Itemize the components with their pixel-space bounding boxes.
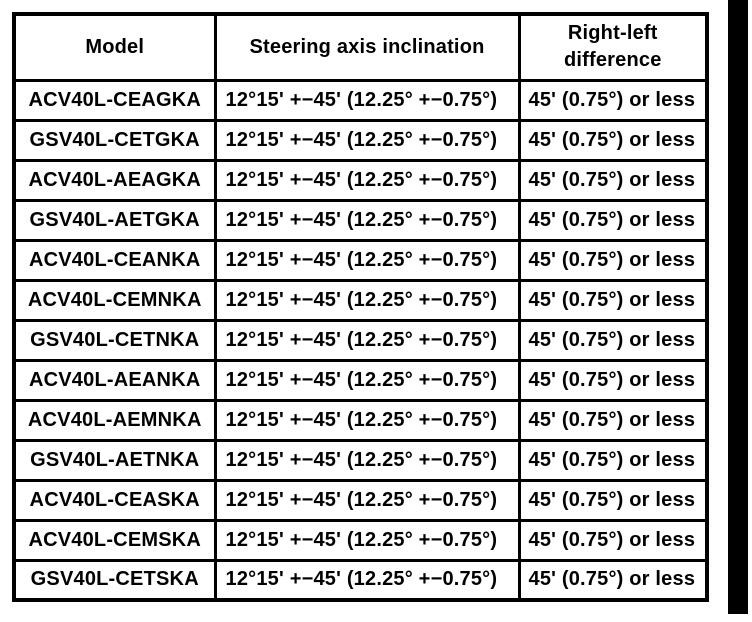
inclination-cell: 12°15' +−45' (12.25° +−0.75°) xyxy=(213,478,521,522)
page-edge-bar xyxy=(728,0,748,614)
table-row: GSV40L-CETNKA 12°15' +−45' (12.25° +−0.7… xyxy=(12,318,709,362)
table-header: Model Steering axis inclination Right-le… xyxy=(12,12,709,82)
difference-cell: 45' (0.75°) or less xyxy=(517,358,709,402)
difference-cell: 45' (0.75°) or less xyxy=(517,438,709,482)
model-cell: ACV40L-AEMNKA xyxy=(12,398,217,442)
table-row: GSV40L-AETNKA 12°15' +−45' (12.25° +−0.7… xyxy=(12,438,709,482)
model-cell: GSV40L-CETNKA xyxy=(12,318,217,362)
table-row: ACV40L-CEASKA 12°15' +−45' (12.25° +−0.7… xyxy=(12,478,709,522)
table-row: ACV40L-CEMSKA 12°15' +−45' (12.25° +−0.7… xyxy=(12,518,709,562)
table-row: ACV40L-CEANKA 12°15' +−45' (12.25° +−0.7… xyxy=(12,238,709,282)
table-row: ACV40L-CEAGKA 12°15' +−45' (12.25° +−0.7… xyxy=(12,78,709,122)
model-cell: GSV40L-AETGKA xyxy=(12,198,217,242)
table-row: GSV40L-CETGKA 12°15' +−45' (12.25° +−0.7… xyxy=(12,118,709,162)
inclination-cell: 12°15' +−45' (12.25° +−0.75°) xyxy=(213,398,521,442)
header-line-difference: difference xyxy=(563,49,662,72)
difference-cell: 45' (0.75°) or less xyxy=(517,158,709,202)
difference-cell: 45' (0.75°) or less xyxy=(517,558,709,602)
difference-cell: 45' (0.75°) or less xyxy=(517,198,709,242)
model-cell: GSV40L-CETGKA xyxy=(12,118,217,162)
difference-cell: 45' (0.75°) or less xyxy=(517,518,709,562)
inclination-cell: 12°15' +−45' (12.25° +−0.75°) xyxy=(213,238,521,282)
inclination-cell: 12°15' +−45' (12.25° +−0.75°) xyxy=(213,118,521,162)
model-cell: ACV40L-AEANKA xyxy=(12,358,217,402)
steering-axis-inclination-table: Model Steering axis inclination Right-le… xyxy=(12,12,709,602)
column-header-model: Model xyxy=(12,12,217,82)
inclination-cell: 12°15' +−45' (12.25° +−0.75°) xyxy=(213,318,521,362)
inclination-cell: 12°15' +−45' (12.25° +−0.75°) xyxy=(213,278,521,322)
difference-cell: 45' (0.75°) or less xyxy=(517,278,709,322)
inclination-cell: 12°15' +−45' (12.25° +−0.75°) xyxy=(213,558,521,602)
table-row: GSV40L-CETSKA 12°15' +−45' (12.25° +−0.7… xyxy=(12,558,709,602)
inclination-cell: 12°15' +−45' (12.25° +−0.75°) xyxy=(213,518,521,562)
model-cell: ACV40L-AEAGKA xyxy=(12,158,217,202)
model-cell: ACV40L-CEANKA xyxy=(12,238,217,282)
model-cell: GSV40L-CETSKA xyxy=(12,558,217,602)
table-row: ACV40L-AEANKA 12°15' +−45' (12.25° +−0.7… xyxy=(12,358,709,402)
difference-cell: 45' (0.75°) or less xyxy=(517,78,709,122)
difference-cell: 45' (0.75°) or less xyxy=(517,118,709,162)
inclination-cell: 12°15' +−45' (12.25° +−0.75°) xyxy=(213,158,521,202)
model-cell: ACV40L-CEASKA xyxy=(12,478,217,522)
model-cell: ACV40L-CEMNKA xyxy=(12,278,217,322)
inclination-cell: 12°15' +−45' (12.25° +−0.75°) xyxy=(213,438,521,482)
inclination-cell: 12°15' +−45' (12.25° +−0.75°) xyxy=(213,78,521,122)
model-cell: GSV40L-AETNKA xyxy=(12,438,217,482)
difference-cell: 45' (0.75°) or less xyxy=(517,478,709,522)
column-header-right-left-difference: Right-left difference xyxy=(517,12,709,82)
difference-cell: 45' (0.75°) or less xyxy=(517,398,709,442)
column-header-steering-axis-inclination: Steering axis inclination xyxy=(213,12,521,82)
table-row: ACV40L-CEMNKA 12°15' +−45' (12.25° +−0.7… xyxy=(12,278,709,322)
difference-cell: 45' (0.75°) or less xyxy=(517,318,709,362)
inclination-cell: 12°15' +−45' (12.25° +−0.75°) xyxy=(213,358,521,402)
model-cell: ACV40L-CEMSKA xyxy=(12,518,217,562)
table-body: ACV40L-CEAGKA 12°15' +−45' (12.25° +−0.7… xyxy=(12,78,709,602)
table-row: ACV40L-AEMNKA 12°15' +−45' (12.25° +−0.7… xyxy=(12,398,709,442)
inclination-cell: 12°15' +−45' (12.25° +−0.75°) xyxy=(213,198,521,242)
header-line-right-left: Right-left xyxy=(567,22,658,45)
difference-cell: 45' (0.75°) or less xyxy=(517,238,709,282)
table-row: ACV40L-AEAGKA 12°15' +−45' (12.25° +−0.7… xyxy=(12,158,709,202)
header-row: Model Steering axis inclination Right-le… xyxy=(12,12,709,82)
table-row: GSV40L-AETGKA 12°15' +−45' (12.25° +−0.7… xyxy=(12,198,709,242)
model-cell: ACV40L-CEAGKA xyxy=(12,78,217,122)
